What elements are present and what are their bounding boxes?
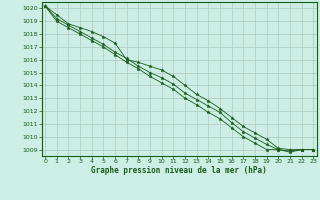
X-axis label: Graphe pression niveau de la mer (hPa): Graphe pression niveau de la mer (hPa) <box>91 166 267 175</box>
